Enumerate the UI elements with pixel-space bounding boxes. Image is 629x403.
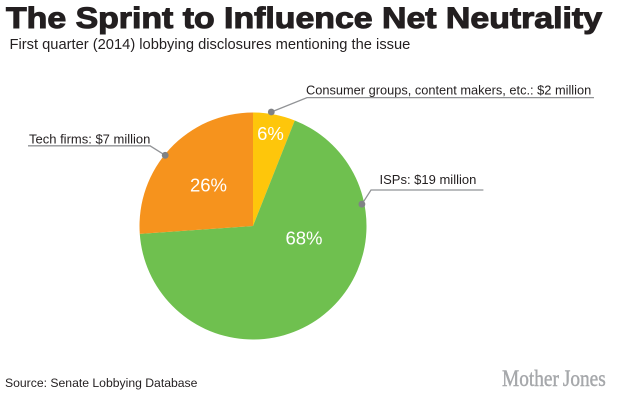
svg-text:6%: 6%: [257, 123, 284, 144]
svg-text:Consumer groups, content maker: Consumer groups, content makers, etc.: $…: [306, 83, 591, 98]
svg-text:Tech firms: $7 million: Tech firms: $7 million: [29, 131, 150, 146]
svg-text:26%: 26%: [190, 174, 227, 195]
svg-text:ISPs: $19 million: ISPs: $19 million: [380, 172, 477, 187]
svg-text:68%: 68%: [285, 228, 322, 249]
